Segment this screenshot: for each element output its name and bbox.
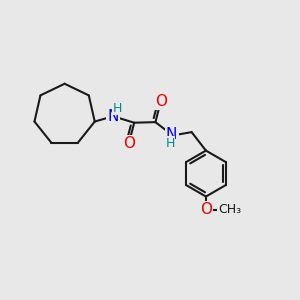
Text: N: N xyxy=(107,109,119,124)
Text: O: O xyxy=(155,94,167,109)
Text: O: O xyxy=(200,202,212,217)
Text: H: H xyxy=(113,101,122,115)
Text: O: O xyxy=(123,136,135,151)
Text: CH₃: CH₃ xyxy=(218,203,241,216)
Text: N: N xyxy=(166,127,177,142)
Text: H: H xyxy=(165,137,175,150)
